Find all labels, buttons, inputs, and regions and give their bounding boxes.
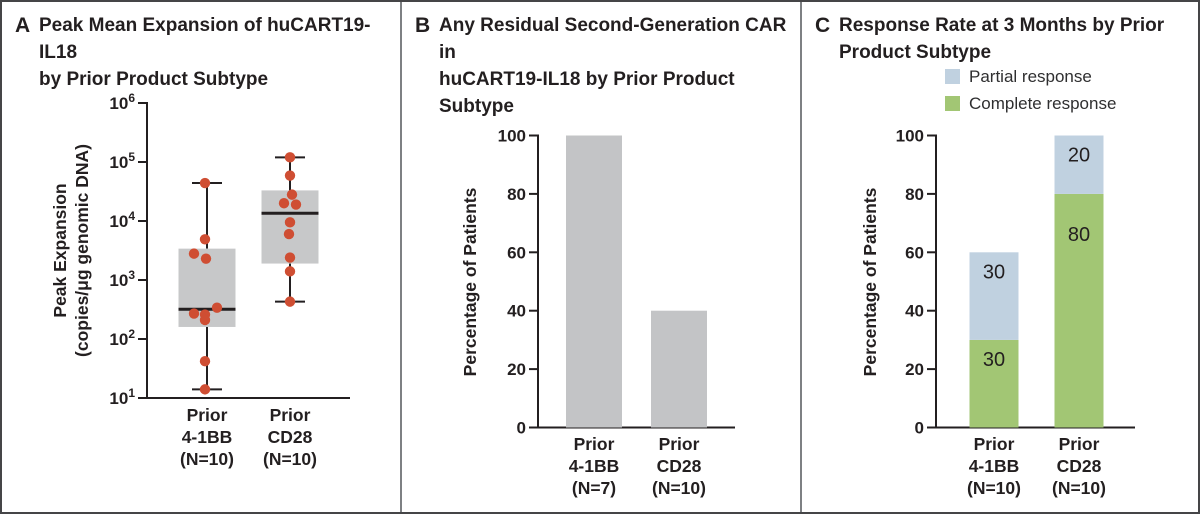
x-category-label: (N=10) bbox=[967, 478, 1021, 498]
y-tick-label: 40 bbox=[905, 302, 924, 321]
data-point bbox=[284, 170, 296, 181]
x-category-label: Prior bbox=[270, 405, 311, 425]
bar bbox=[651, 310, 707, 428]
y-tick-label: 20 bbox=[905, 360, 924, 379]
bar-segment-partial bbox=[1054, 135, 1104, 194]
data-point bbox=[211, 302, 223, 313]
data-point bbox=[290, 199, 302, 210]
x-category-label: 4-1BB bbox=[182, 427, 233, 447]
panel-b: B Any Residual Second-Generation CAR in … bbox=[400, 2, 800, 512]
y-tick-label: 103 bbox=[109, 268, 135, 290]
panel-c: C Response Rate at 3 Months by Prior Pro… bbox=[800, 2, 1198, 512]
y-axis-title: Percentage of Patients bbox=[860, 187, 880, 376]
x-category-label: Prior bbox=[659, 434, 700, 454]
legend-item-partial: Partial response bbox=[945, 63, 1116, 90]
x-category-label: CD28 bbox=[1057, 456, 1102, 476]
x-category-label: 4-1BB bbox=[569, 456, 620, 476]
panel-b-title: Any Residual Second-Generation CAR in hu… bbox=[439, 12, 800, 120]
panel-a-header: A Peak Mean Expansion of huCART19-IL18 b… bbox=[15, 12, 402, 93]
panel-a-letter: A bbox=[15, 14, 31, 37]
y-tick-label: 60 bbox=[905, 243, 924, 262]
panel-a-title-line2: by Prior Product Subtype bbox=[39, 69, 269, 90]
y-tick-label: 40 bbox=[507, 302, 526, 321]
data-point bbox=[283, 228, 295, 240]
panel-c-title-line2: Product Subtype bbox=[839, 42, 992, 63]
complete-response-swatch-icon bbox=[945, 96, 960, 111]
panel-a-boxplot-chart: 101102103104105106Prior4-1BB(N=10)PriorC… bbox=[50, 91, 350, 469]
bar-segment-partial bbox=[969, 252, 1019, 340]
bar-segment-complete bbox=[969, 339, 1019, 428]
data-point bbox=[284, 152, 296, 163]
legend: Partial response Complete response bbox=[945, 63, 1116, 117]
data-point bbox=[199, 314, 211, 326]
bar-value-label-partial: 30 bbox=[983, 261, 1005, 283]
x-category-label: 4-1BB bbox=[969, 456, 1020, 476]
panel-b-header: B Any Residual Second-Generation CAR in … bbox=[415, 12, 800, 120]
y-tick-label: 60 bbox=[507, 243, 526, 262]
panel-a-title-line1: Peak Mean Expansion of huCART19-IL18 bbox=[39, 15, 371, 63]
x-category-label: CD28 bbox=[657, 456, 702, 476]
y-tick-label: 0 bbox=[915, 419, 924, 438]
legend-label-partial: Partial response bbox=[969, 66, 1092, 86]
y-tick-label: 104 bbox=[109, 209, 135, 231]
data-point bbox=[199, 384, 211, 395]
data-point bbox=[188, 248, 200, 259]
x-category-label: CD28 bbox=[268, 427, 313, 447]
y-tick-label: 100 bbox=[896, 127, 924, 146]
data-point bbox=[199, 356, 211, 367]
y-tick-label: 101 bbox=[109, 386, 135, 408]
x-category-label: (N=10) bbox=[263, 449, 317, 469]
data-point bbox=[284, 296, 296, 307]
data-point bbox=[284, 266, 296, 277]
panel-c-header: C Response Rate at 3 Months by Prior Pro… bbox=[815, 12, 1164, 66]
y-tick-label: 0 bbox=[517, 419, 526, 438]
data-point bbox=[199, 177, 211, 189]
x-category-label: Prior bbox=[574, 434, 615, 454]
panel-b-title-line2: huCART19-IL18 by Prior Product Subtype bbox=[439, 69, 735, 117]
bar-value-label-partial: 20 bbox=[1068, 145, 1090, 167]
x-category-label: (N=7) bbox=[572, 478, 616, 498]
x-category-label: Prior bbox=[187, 405, 228, 425]
y-axis-title: Percentage of Patients bbox=[460, 187, 480, 376]
x-category-label: (N=10) bbox=[1052, 478, 1106, 498]
y-tick-label: 80 bbox=[507, 185, 526, 204]
y-tick-label: 80 bbox=[905, 185, 924, 204]
y-axis-title: Peak Expansion bbox=[50, 183, 70, 317]
bar-value-label-complete: 30 bbox=[983, 349, 1005, 371]
y-tick-label: 20 bbox=[507, 360, 526, 379]
x-category-label: (N=10) bbox=[180, 449, 234, 469]
bar-segment-complete bbox=[1054, 193, 1104, 428]
x-category-label: Prior bbox=[974, 434, 1015, 454]
data-point bbox=[284, 252, 296, 263]
x-category-label: (N=10) bbox=[652, 478, 706, 498]
data-point bbox=[199, 234, 211, 245]
x-category-label: Prior bbox=[1059, 434, 1100, 454]
panel-c-letter: C bbox=[815, 14, 831, 37]
panel-b-title-line1: Any Residual Second-Generation CAR in bbox=[439, 15, 787, 63]
panel-b-letter: B bbox=[415, 14, 431, 37]
data-point bbox=[286, 189, 298, 200]
bar bbox=[566, 135, 622, 428]
data-point bbox=[284, 217, 296, 228]
partial-response-swatch-icon bbox=[945, 69, 960, 84]
y-tick-label: 106 bbox=[109, 91, 135, 113]
y-axis-title: (copies/μg genomic DNA) bbox=[72, 144, 92, 357]
panel-c-title-line1: Response Rate at 3 Months by Prior bbox=[839, 15, 1165, 36]
legend-item-complete: Complete response bbox=[945, 90, 1116, 117]
y-tick-label: 100 bbox=[498, 127, 526, 146]
y-tick-label: 105 bbox=[109, 150, 135, 172]
y-tick-label: 102 bbox=[109, 327, 135, 349]
data-point bbox=[200, 253, 212, 264]
panel-c-title: Response Rate at 3 Months by Prior Produ… bbox=[839, 12, 1164, 66]
panel-a: A Peak Mean Expansion of huCART19-IL18 b… bbox=[2, 2, 402, 512]
data-point bbox=[278, 198, 290, 209]
data-point bbox=[188, 308, 200, 319]
legend-label-complete: Complete response bbox=[969, 93, 1117, 113]
bar-value-label-complete: 80 bbox=[1068, 224, 1090, 246]
panel-a-title: Peak Mean Expansion of huCART19-IL18 by … bbox=[39, 12, 402, 93]
panel-c-stacked-bar-chart: 0 20 40 60 80 100 Percentage of Patients 30 30 80… bbox=[860, 127, 1135, 498]
